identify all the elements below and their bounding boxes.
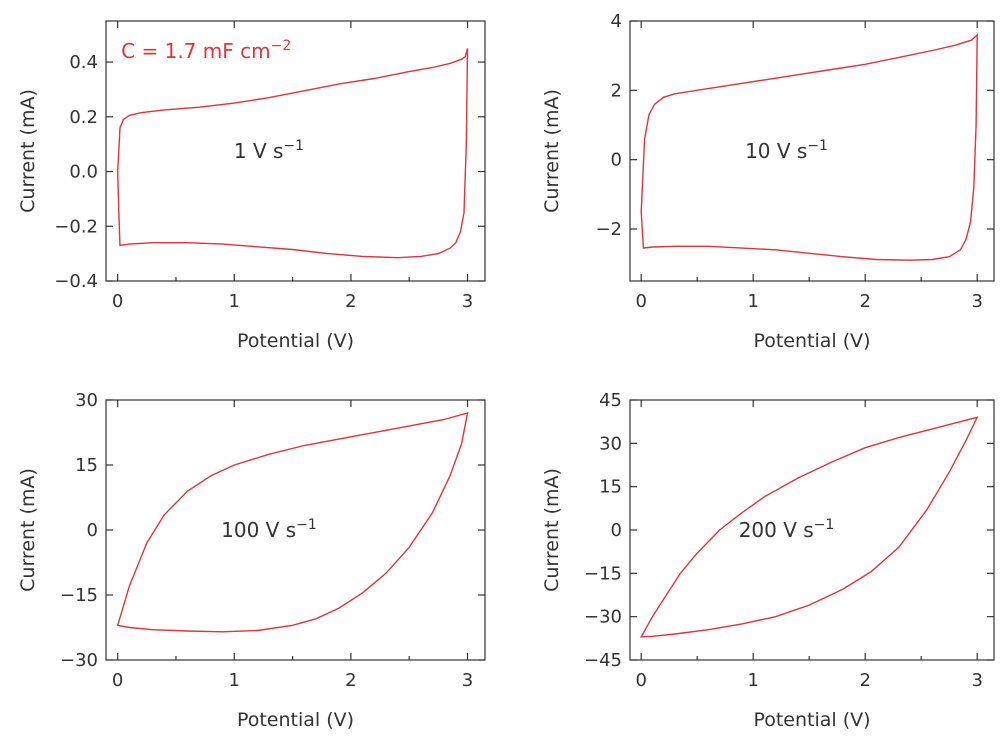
x-tick-label: 0 xyxy=(112,670,123,691)
x-tick-label: 1 xyxy=(229,670,240,691)
y-tick-label: 30 xyxy=(599,433,622,454)
cv-panel-1: 0 1 2 3 −0.4 −0.2 0.0 0.2 0.4 Potential (V) Curren… xyxy=(17,20,486,352)
cv-panel-3: 0 1 2 3 −30 −15 0 15 30 Potential (V) Current (mA)… xyxy=(17,390,486,731)
y-axis-label: Current (mA) xyxy=(17,468,39,592)
x-tick-label: 1 xyxy=(229,291,240,312)
x-tick-label: 0 xyxy=(112,291,123,312)
x-axis-label: Potential (V) xyxy=(237,330,354,352)
x-axis-label: Potential (V) xyxy=(237,709,354,731)
x-tick-label: 0 xyxy=(635,291,646,312)
cv-panel-4: 0 1 2 3 −45 −30 −15 0 15 30 45 Potential (V) Current… xyxy=(541,390,995,731)
y-tick-label: −30 xyxy=(584,607,622,628)
y-axis-label: Current (mA) xyxy=(17,89,39,213)
y-tick-label: −0.4 xyxy=(54,271,98,292)
scan-rate-label: 100 V s−1 xyxy=(221,517,317,542)
x-tick-label: 1 xyxy=(747,670,758,691)
x-tick-label: 2 xyxy=(859,291,870,312)
cv-curve xyxy=(639,416,979,638)
y-tick-label: −2 xyxy=(595,219,622,240)
y-tick-label: 0 xyxy=(611,150,622,171)
y-tick-label: 15 xyxy=(599,477,622,498)
cv-panel-2: 0 1 2 3 −2 0 2 4 Potential (V) Current (mA) 10 V s… xyxy=(541,11,995,352)
y-tick-label: 2 xyxy=(611,80,622,101)
x-axis-label: Potential (V) xyxy=(753,709,870,731)
y-tick-label: −15 xyxy=(584,563,622,584)
scan-rate-label: 1 V s−1 xyxy=(234,138,304,163)
y-axis-label: Current (mA) xyxy=(541,468,563,592)
x-tick-label: 3 xyxy=(462,291,473,312)
x-tick-label: 3 xyxy=(971,291,982,312)
plot-frame xyxy=(629,20,995,282)
x-tick-label: 1 xyxy=(747,291,758,312)
x-tick-label: 3 xyxy=(462,670,473,691)
cv-curve xyxy=(116,412,469,633)
y-tick-label: 4 xyxy=(611,11,622,32)
plot-frame xyxy=(105,20,486,282)
x-tick-label: 3 xyxy=(971,670,982,691)
y-tick-label: −15 xyxy=(60,585,98,606)
x-tick-label: 2 xyxy=(345,291,356,312)
y-tick-label: 0.4 xyxy=(69,52,98,73)
capacitance-label: C = 1.7 mF cm−2 xyxy=(121,38,291,63)
y-tick-label: 0.0 xyxy=(69,162,98,183)
scan-rate-label: 200 V s−1 xyxy=(739,517,835,542)
y-tick-label: 0 xyxy=(87,520,98,541)
y-tick-label: 15 xyxy=(75,455,98,476)
y-tick-label: 45 xyxy=(599,390,622,411)
cv-curve xyxy=(116,48,469,259)
y-tick-label: 30 xyxy=(75,390,98,411)
x-tick-label: 0 xyxy=(635,670,646,691)
y-tick-label: −30 xyxy=(60,650,98,671)
x-axis-label: Potential (V) xyxy=(753,330,870,352)
y-axis-label: Current (mA) xyxy=(541,89,563,213)
y-tick-label: −0.2 xyxy=(54,216,98,237)
y-tick-label: 0.2 xyxy=(69,107,98,128)
x-tick-label: 2 xyxy=(345,670,356,691)
x-tick-label: 2 xyxy=(859,670,870,691)
scan-rate-label: 10 V s−1 xyxy=(745,138,828,163)
cv-curve xyxy=(640,33,978,261)
y-tick-label: 0 xyxy=(611,520,622,541)
y-tick-label: −45 xyxy=(584,650,622,671)
